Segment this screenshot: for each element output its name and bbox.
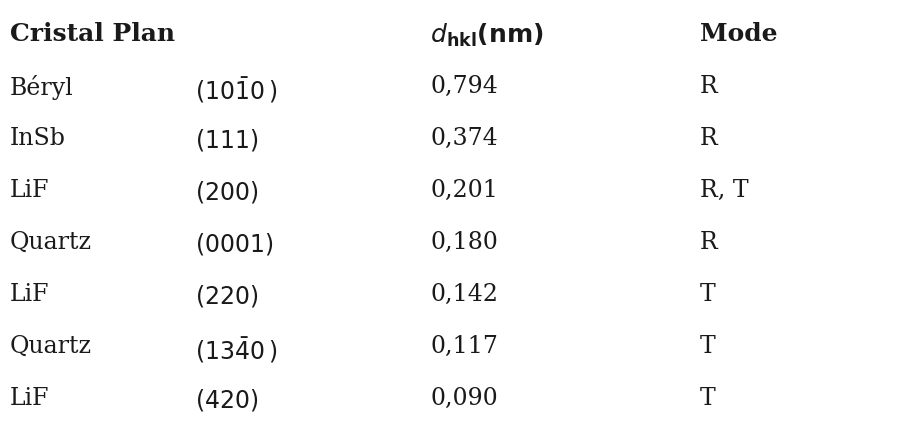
Text: LiF: LiF: [10, 283, 50, 306]
Text: $(13\bar{4}0\,)$: $(13\bar{4}0\,)$: [195, 335, 277, 365]
Text: T: T: [700, 387, 716, 410]
Text: R, T: R, T: [700, 179, 749, 202]
Text: 0,117: 0,117: [430, 335, 498, 358]
Text: 0,201: 0,201: [430, 179, 498, 202]
Text: $(200)$: $(200)$: [195, 179, 259, 205]
Text: Quartz: Quartz: [10, 231, 92, 254]
Text: Béryl: Béryl: [10, 75, 74, 100]
Text: InSb: InSb: [10, 127, 66, 150]
Text: $(10\bar{1}0\,)$: $(10\bar{1}0\,)$: [195, 75, 277, 105]
Text: Cristal Plan: Cristal Plan: [10, 22, 175, 46]
Text: $(111)$: $(111)$: [195, 127, 259, 153]
Text: $(0001)$: $(0001)$: [195, 231, 274, 257]
Text: $\mathbf{\mathit{d}}_{\mathbf{hkl}}\mathbf{(nm)}$: $\mathbf{\mathit{d}}_{\mathbf{hkl}}\math…: [430, 22, 543, 49]
Text: T: T: [700, 283, 716, 306]
Text: Mode: Mode: [700, 22, 777, 46]
Text: $(420)$: $(420)$: [195, 387, 259, 413]
Text: LiF: LiF: [10, 179, 50, 202]
Text: R: R: [700, 127, 717, 150]
Text: Quartz: Quartz: [10, 335, 92, 358]
Text: 0,142: 0,142: [430, 283, 498, 306]
Text: 0,794: 0,794: [430, 75, 498, 98]
Text: R: R: [700, 231, 717, 254]
Text: T: T: [700, 335, 716, 358]
Text: LiF: LiF: [10, 387, 50, 410]
Text: $(220)$: $(220)$: [195, 283, 259, 309]
Text: 0,374: 0,374: [430, 127, 497, 150]
Text: R: R: [700, 75, 717, 98]
Text: 0,090: 0,090: [430, 387, 497, 410]
Text: 0,180: 0,180: [430, 231, 498, 254]
